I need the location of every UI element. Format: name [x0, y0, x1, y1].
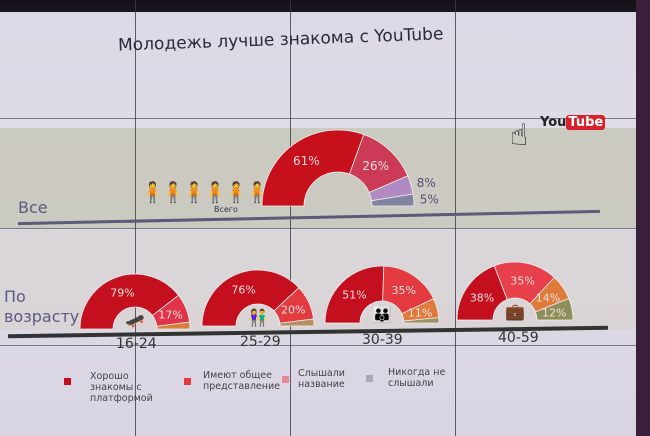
screen-seam: [0, 118, 640, 119]
slice: [371, 193, 415, 207]
legend-never-heard: Никогда не слышали: [388, 367, 446, 389]
hand-pointer-icon: ☝: [510, 118, 529, 153]
slice: [534, 297, 574, 321]
screen-seam: [0, 345, 640, 346]
slice-label: 12%: [542, 306, 566, 319]
half-donut-16-24: 79% 17% 🛹: [79, 273, 191, 330]
half-donut-25-29: 76% 20% 👫: [201, 269, 315, 327]
slice-label: 20%: [281, 303, 305, 316]
age-label: 16-24: [116, 336, 157, 352]
slice-label: 51%: [342, 289, 366, 302]
total-caption: Всего: [214, 205, 238, 214]
row-label-age: По возрасту: [4, 287, 80, 326]
businessman-icon: 💼: [505, 302, 525, 321]
slice: [403, 317, 440, 324]
slice: [456, 265, 508, 321]
slice: [201, 269, 300, 327]
legend-general-idea: Имеют общее представление: [203, 370, 280, 392]
slice-label: 11%: [408, 307, 432, 320]
age-label: 30-39: [362, 332, 403, 348]
legend-swatch-well-known: [64, 378, 71, 385]
slice: [261, 129, 365, 207]
screen-seam: [455, 0, 456, 436]
half-donut-Все: 61% 26% 8% 5%: [261, 129, 439, 207]
slice-label: 8%: [417, 176, 436, 190]
family-icon: 👪: [372, 305, 392, 324]
legend-well-known: Хорошо знакомы с платформой: [90, 371, 153, 404]
couple-icon: 👫: [248, 308, 268, 327]
legend-swatch-never-heard: [366, 375, 373, 382]
screen-seam: [0, 228, 640, 229]
slice-label: 26%: [362, 159, 389, 173]
slice-label: 76%: [231, 284, 255, 297]
frame-edge: [636, 0, 650, 436]
slice: [156, 321, 191, 330]
slice-label: 35%: [391, 284, 415, 297]
slice-label: 14%: [536, 291, 560, 304]
row-label-all: Все: [18, 198, 48, 217]
age-label: 25-29: [240, 334, 281, 350]
slice: [79, 273, 180, 330]
age-label: 40-59: [498, 330, 539, 346]
slice-label: 5%: [420, 193, 439, 207]
slice-label: 61%: [293, 154, 320, 168]
slice-label: 35%: [510, 275, 534, 288]
slice: [324, 265, 385, 324]
screen-seam: [135, 0, 136, 436]
legend-swatch-heard-name: [282, 376, 289, 383]
legend-heard-name: Слышали название: [298, 368, 345, 390]
half-donut-40-59: 38% 35%14% 12% 💼: [456, 261, 574, 321]
youtube-logo: You Tube: [540, 115, 606, 130]
slice-label: 17%: [158, 308, 182, 321]
slice-label: 38%: [470, 291, 494, 304]
legend-swatch-general-idea: [184, 378, 191, 385]
slice: [279, 318, 315, 327]
skateboarder-icon: 🛹: [125, 311, 145, 330]
slice-label: 79%: [110, 287, 134, 300]
people-group-icon: 🧍🧍🧍🧍🧍🧍: [140, 180, 266, 204]
half-donut-30-39: 51% 35% 11% 👪: [324, 265, 440, 324]
